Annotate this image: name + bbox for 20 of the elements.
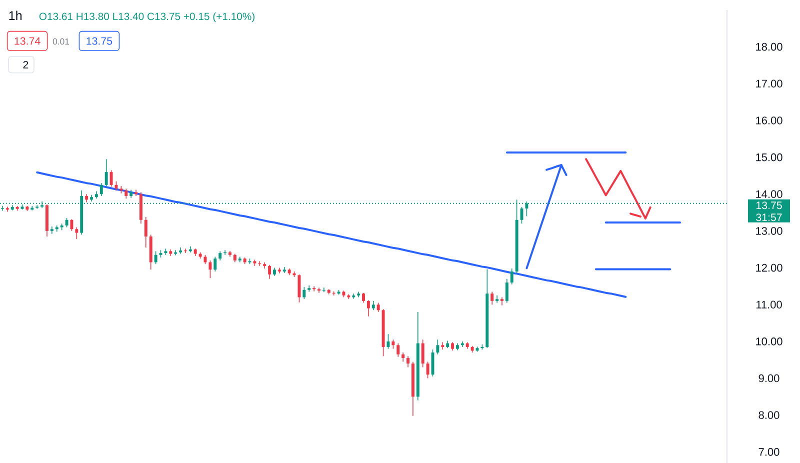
y-tick-label: 10.00 (756, 338, 782, 346)
y-tick-label: 14.00 (756, 190, 782, 198)
y-tick-label: 15.00 (756, 153, 782, 162)
y-tick-label: 13.00 (756, 227, 782, 235)
annotation: 13.74 (14, 37, 40, 45)
chart-subtitle: O13.61 H13.80 L13.40 C13.75 +0.15 (+1.10%) (39, 12, 254, 22)
y-tick-label: 12.00 (756, 264, 782, 272)
annotation: 2 (23, 60, 28, 68)
y-tick-label: 9.00 (758, 374, 780, 382)
y-tick-label: 17.00 (756, 80, 782, 88)
y-tick-label: 11.00 (756, 300, 782, 309)
annotation: 13.75 (86, 37, 112, 45)
text: 31:57 (756, 214, 782, 222)
chart-title: 1h (9, 10, 22, 20)
ref-line-label: 13.75 (756, 202, 782, 210)
annotation: 0.01 (52, 38, 70, 45)
y-tick-label: 16.00 (756, 116, 782, 124)
y-tick-label: 7.00 (758, 448, 780, 456)
y-tick-label: 8.00 (758, 411, 780, 419)
y-tick-label: 18.00 (756, 42, 782, 51)
